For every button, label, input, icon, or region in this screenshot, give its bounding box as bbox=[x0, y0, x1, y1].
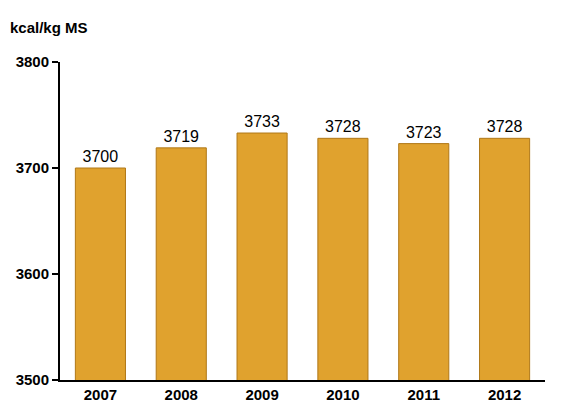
svg-text:3800: 3800 bbox=[16, 53, 49, 70]
svg-text:3728: 3728 bbox=[487, 118, 523, 135]
svg-text:3733: 3733 bbox=[244, 113, 280, 130]
svg-text:3719: 3719 bbox=[163, 128, 199, 145]
svg-text:kcal/kg MS: kcal/kg MS bbox=[10, 19, 88, 36]
svg-text:3728: 3728 bbox=[325, 118, 361, 135]
svg-text:3700: 3700 bbox=[83, 148, 119, 165]
svg-text:2010: 2010 bbox=[326, 386, 359, 403]
svg-text:3500: 3500 bbox=[16, 371, 49, 388]
svg-text:3700: 3700 bbox=[16, 159, 49, 176]
svg-text:2012: 2012 bbox=[488, 386, 521, 403]
svg-text:3600: 3600 bbox=[16, 265, 49, 282]
svg-text:3723: 3723 bbox=[406, 124, 442, 141]
svg-text:2009: 2009 bbox=[245, 386, 278, 403]
svg-text:2008: 2008 bbox=[165, 386, 198, 403]
svg-text:2007: 2007 bbox=[84, 386, 117, 403]
svg-text:2011: 2011 bbox=[407, 386, 440, 403]
